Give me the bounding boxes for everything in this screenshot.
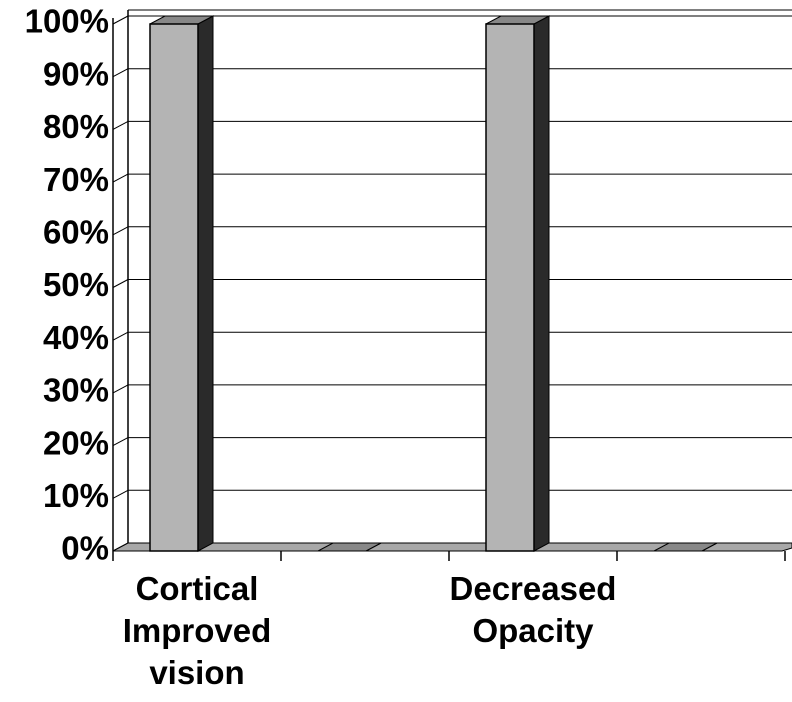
grid-line-wall [112,279,129,288]
y-tick-label: 60% [43,214,109,251]
y-tick-label: 70% [43,161,109,198]
grid-line-wall [112,226,129,236]
y-tick-label: 10% [43,477,109,514]
y-tick-label: 20% [43,424,109,461]
grid-line-wall [112,15,129,25]
y-tick-label: 50% [43,266,109,303]
y-tick-label: 100% [25,3,109,40]
grid-line-wall [112,489,129,499]
grid-line-wall [112,437,129,447]
x-tick-label: Decreased Opacity [449,570,617,649]
bar-side [533,15,550,552]
bar-side [197,15,214,552]
y-tick-label: 0% [61,530,109,567]
grid-line-wall [112,331,129,341]
y-tick-label: 80% [43,108,109,145]
y-tick-label: 40% [43,319,109,356]
bar-top [653,542,718,552]
y-tick-label: 30% [43,372,109,409]
grid-line-wall [112,120,129,130]
grid-line-wall [112,384,129,394]
grid-line-wall [112,173,129,183]
y-tick-label: 90% [43,55,109,92]
bar-top [317,542,382,552]
x-tick-label: Cortical Improved vision [122,570,272,691]
bar [149,23,199,552]
grid-line-wall [112,68,129,78]
bar [485,23,535,552]
